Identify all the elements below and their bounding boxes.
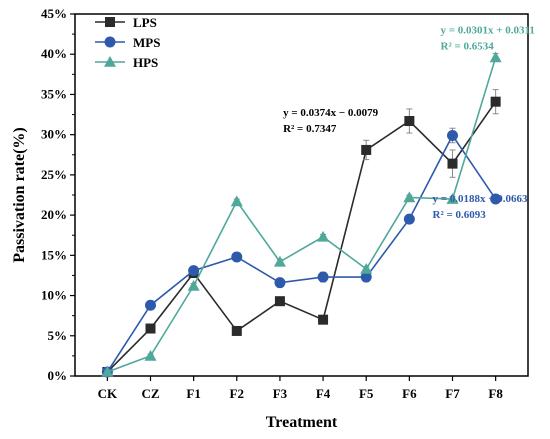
x-tick-label: F6 (402, 386, 417, 401)
y-tick-label: 5% (48, 328, 68, 343)
y-tick-label: 20% (41, 207, 67, 222)
data-point-mps (403, 213, 415, 225)
series-line-hps (107, 57, 497, 373)
x-tick-label: CZ (141, 386, 159, 401)
legend-label-mps: MPS (133, 35, 160, 50)
x-tick-label: F4 (316, 386, 331, 401)
x-tick-label: F1 (186, 386, 200, 401)
data-point-hps (317, 230, 330, 242)
y-tick-label: 30% (41, 127, 67, 142)
y-axis-title: Passivation rate(%) (11, 127, 28, 263)
data-point-mps (188, 265, 200, 277)
series-line-mps (106, 133, 497, 373)
equation-hps: y = 0.0301x + 0.0311 (441, 24, 535, 36)
data-point-hps (489, 51, 502, 63)
y-tick-label: 15% (41, 247, 67, 262)
r-squared-mps: R² = 0.6093 (433, 209, 487, 221)
x-tick-label: F3 (273, 386, 288, 401)
y-tick-label: 10% (41, 288, 67, 303)
legend: LPS MPS HPS (95, 15, 160, 70)
r-squared-lps: R² = 0.7347 (283, 123, 337, 135)
data-point-mps (360, 271, 372, 283)
data-point-hps (403, 191, 416, 203)
data-point-hps (273, 255, 286, 267)
data-point-lps (490, 96, 501, 107)
data-point-hps (101, 365, 114, 377)
data-point-mps (447, 129, 458, 141)
data-point-mps (317, 271, 329, 283)
data-point-hps (360, 263, 373, 274)
data-point-mps (231, 251, 243, 263)
data-point-lps (231, 325, 242, 336)
r-squared-hps: R² = 0.6534 (441, 40, 495, 52)
data-point-lps (361, 144, 372, 155)
x-tick-label: F7 (445, 386, 460, 401)
series-line-lps (106, 101, 497, 373)
equation-lps: y = 0.0374x − 0.0079 (283, 107, 379, 119)
data-point-hps (187, 279, 200, 291)
data-point-lps (404, 115, 415, 126)
data-point-mps (145, 299, 156, 311)
equation-mps: y = 0.0188x + 0.0663 (433, 193, 529, 205)
data-point-mps (274, 277, 286, 289)
data-point-mps (490, 193, 502, 205)
legend-label-hps: HPS (133, 55, 158, 70)
y-tick-label: 0% (48, 368, 68, 383)
x-tick-label: CK (98, 386, 118, 401)
data-point-hps (446, 193, 459, 204)
legend-label-lps: LPS (133, 15, 157, 30)
x-tick-label: F8 (488, 386, 503, 401)
data-point-hps (230, 195, 243, 207)
x-tick-label: F2 (230, 386, 244, 401)
data-point-lps (274, 296, 285, 307)
data-point-hps (144, 349, 157, 361)
y-tick-label: 35% (41, 86, 67, 101)
data-point-lps (318, 314, 329, 325)
y-tick-label: 25% (41, 167, 67, 182)
x-axis-title: Treatment (266, 414, 338, 431)
series-layer (101, 51, 502, 378)
data-point-lps (447, 158, 458, 169)
legend-marker-lps (105, 17, 115, 27)
y-tick-label: 40% (41, 46, 67, 61)
data-point-lps (145, 323, 156, 334)
x-tick-label: F5 (359, 386, 374, 401)
legend-marker-mps (104, 36, 116, 48)
y-tick-label: 45% (41, 6, 67, 21)
axes-layer (70, 13, 529, 381)
text-layer: 0% 5% 10% 15% 20% 25% 30% 35% 40% 45% CK CZ F1 F2 F3 F4… (11, 6, 535, 431)
legend-marker-hps (104, 56, 116, 67)
